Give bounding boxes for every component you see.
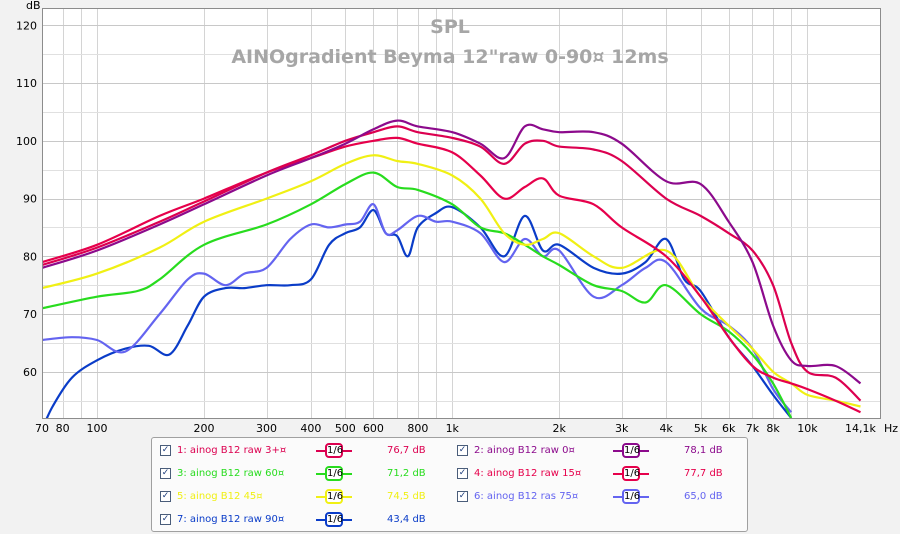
legend-series-name: 6: ainog B12 ras 75¤ [474, 491, 579, 502]
smoothing-label: 1/6 [325, 466, 344, 481]
y-tick-label: 100 [16, 135, 37, 148]
smoothing-label: 1/6 [622, 466, 641, 481]
legend-level-value: 77,7 dB [684, 468, 723, 479]
x-axis-unit: Hz [884, 422, 898, 435]
smoothing-label: 1/6 [325, 443, 344, 458]
legend-series-name: 4: ainog B12 raw 15¤ [474, 468, 582, 479]
series-lines [42, 119, 862, 418]
legend-level-value: 43,4 dB [387, 514, 426, 525]
x-tick-label: 400 [300, 422, 321, 435]
legend-checkbox[interactable]: ✓ [160, 491, 171, 502]
legend-item-1: ✓ 1: ainog B12 raw 3+¤ 1/6 76,7 dB [160, 442, 450, 460]
smoothing-button[interactable]: 1/6 [316, 442, 352, 459]
legend-checkbox[interactable]: ✓ [160, 445, 171, 456]
chart-title: SPL [430, 16, 470, 38]
series-line-1 [42, 125, 862, 402]
plot-area [42, 8, 880, 418]
y-axis: 120 110 100 90 80 70 60 [16, 19, 37, 378]
y-axis-label: dB [26, 0, 41, 12]
series-line-2 [42, 119, 862, 385]
legend-checkbox[interactable]: ✓ [457, 445, 468, 456]
legend-level-value: 74,5 dB [387, 491, 426, 502]
legend-series-name: 3: ainog B12 raw 60¤ [177, 468, 285, 479]
x-tick-label: 500 [335, 422, 356, 435]
legend-series-name: 2: ainog B12 raw 0¤ [474, 445, 575, 456]
smoothing-button[interactable]: 1/6 [613, 488, 649, 505]
x-tick-label: 5k [694, 422, 708, 435]
smoothing-label: 1/6 [325, 489, 344, 504]
y-tick-label: 120 [16, 19, 37, 32]
legend-series-name: 5: ainog B12 45¤ [177, 491, 263, 502]
y-tick-label: 80 [23, 250, 37, 263]
x-axis: 70 80 100 200 300 400 500 600 800 1k 2k 3k 4k 5k 6k 7k 8… [35, 422, 877, 435]
x-tick-label: 7k [746, 422, 760, 435]
legend-level-value: 65,0 dB [684, 491, 723, 502]
x-tick-label: 4k [659, 422, 673, 435]
chart-subtitle: AINOgradient Beyma 12"raw 0-90¤ 12ms [231, 46, 668, 68]
x-tick-label: 2k [553, 422, 567, 435]
smoothing-button[interactable]: 1/6 [316, 465, 352, 482]
legend-level-value: 78,1 dB [684, 445, 723, 456]
legend: ✓ 1: ainog B12 raw 3+¤ 1/6 76,7 dB ✓ 2: ainog… [151, 437, 748, 532]
x-tick-label: 800 [407, 422, 428, 435]
y-tick-label: 90 [23, 193, 37, 206]
x-tick-label: 3k [615, 422, 629, 435]
x-tick-label: 300 [256, 422, 277, 435]
legend-item-4: ✓ 4: ainog B12 raw 15¤ 1/6 77,7 dB [457, 465, 747, 483]
legend-series-name: 1: ainog B12 raw 3+¤ [177, 445, 287, 456]
series-line-3 [42, 171, 793, 418]
series-line-7 [45, 205, 793, 418]
grid-lines [42, 8, 880, 418]
plot-border [42, 8, 881, 419]
x-tick-label: 70 [35, 422, 49, 435]
smoothing-label: 1/6 [325, 512, 344, 527]
x-tick-label: 600 [363, 422, 384, 435]
legend-item-7: ✓ 7: ainog B12 raw 90¤ 1/6 43,4 dB [160, 511, 450, 529]
y-tick-label: 70 [23, 308, 37, 321]
x-tick-label: 200 [193, 422, 214, 435]
x-tick-label: 1k [446, 422, 460, 435]
x-tick-label: 8k [766, 422, 780, 435]
smoothing-button[interactable]: 1/6 [316, 511, 352, 528]
x-tick-label: 14,1k [845, 422, 876, 435]
legend-item-6: ✓ 6: ainog B12 ras 75¤ 1/6 65,0 dB [457, 488, 747, 506]
series-line-5 [42, 154, 861, 408]
legend-checkbox[interactable]: ✓ [457, 491, 468, 502]
legend-level-value: 76,7 dB [387, 445, 426, 456]
y-tick-label: 110 [16, 77, 37, 90]
y-tick-label: 60 [23, 366, 37, 379]
legend-item-3: ✓ 3: ainog B12 raw 60¤ 1/6 71,2 dB [160, 465, 450, 483]
smoothing-button[interactable]: 1/6 [613, 442, 649, 459]
legend-level-value: 71,2 dB [387, 468, 426, 479]
smoothing-label: 1/6 [622, 489, 641, 504]
series-line-6 [42, 203, 793, 413]
x-tick-label: 100 [87, 422, 108, 435]
smoothing-label: 1/6 [622, 443, 641, 458]
x-tick-label: 10k [797, 422, 818, 435]
legend-series-name: 7: ainog B12 raw 90¤ [177, 514, 285, 525]
legend-item-5: ✓ 5: ainog B12 45¤ 1/6 74,5 dB [160, 488, 450, 506]
smoothing-button[interactable]: 1/6 [613, 465, 649, 482]
legend-item-2: ✓ 2: ainog B12 raw 0¤ 1/6 78,1 dB [457, 442, 747, 460]
x-tick-label: 6k [722, 422, 736, 435]
smoothing-button[interactable]: 1/6 [316, 488, 352, 505]
x-tick-label: 80 [56, 422, 70, 435]
legend-checkbox[interactable]: ✓ [160, 514, 171, 525]
legend-checkbox[interactable]: ✓ [457, 468, 468, 479]
legend-checkbox[interactable]: ✓ [160, 468, 171, 479]
